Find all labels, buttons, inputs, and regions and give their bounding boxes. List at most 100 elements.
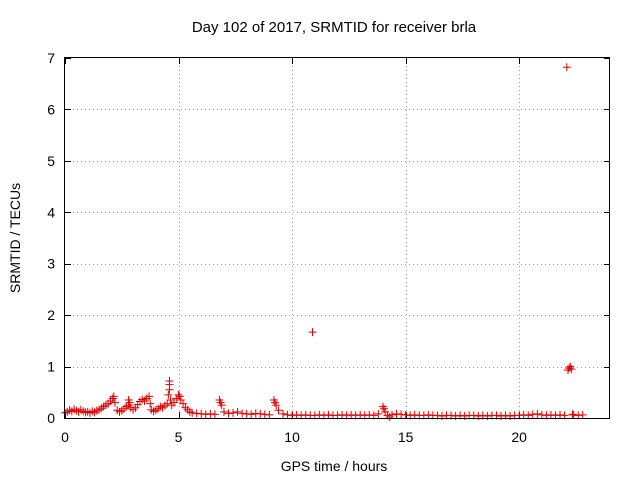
data-point — [562, 63, 571, 72]
data-point — [519, 410, 528, 419]
data-point — [338, 410, 347, 419]
data-point — [151, 406, 160, 415]
data-point — [164, 390, 173, 399]
data-point — [83, 407, 92, 416]
y-tick-label: 3 — [47, 256, 55, 272]
data-point — [578, 410, 587, 419]
data-point — [175, 392, 184, 401]
data-point — [279, 409, 287, 418]
data-point — [356, 410, 365, 419]
data-point — [238, 409, 247, 418]
data-point — [147, 405, 156, 414]
data-point — [256, 409, 265, 418]
data-point — [79, 407, 88, 416]
data-point — [224, 409, 233, 418]
y-tick-label: 4 — [47, 204, 55, 220]
x-tick-label: 10 — [284, 429, 300, 445]
chart-title: Day 102 of 2017, SRMTID for receiver brl… — [192, 19, 477, 36]
data-point — [251, 409, 260, 418]
data-point — [163, 399, 172, 408]
data-point — [88, 407, 97, 416]
plot-frame — [64, 57, 610, 419]
data-point — [165, 376, 174, 385]
data-point — [392, 409, 401, 418]
data-point — [122, 402, 131, 411]
data-point — [315, 410, 324, 419]
data-point — [129, 405, 138, 414]
data-point — [233, 407, 242, 416]
data-point — [176, 396, 185, 404]
grid — [65, 58, 610, 418]
data-point — [185, 407, 194, 416]
data-point — [156, 402, 165, 411]
data-point — [67, 407, 76, 416]
data-point — [174, 390, 183, 399]
data-point — [385, 412, 394, 421]
data-point — [158, 403, 167, 412]
data-point — [72, 406, 81, 415]
data-point — [283, 410, 292, 419]
data-point — [378, 402, 387, 411]
y-tick-label: 0 — [47, 410, 55, 426]
data-point — [219, 407, 228, 416]
x-tick-label: 15 — [398, 429, 414, 445]
data-point — [528, 410, 537, 419]
x-axis-label: GPS time / hours — [281, 458, 388, 474]
data-point — [197, 409, 206, 418]
data-point — [201, 410, 210, 419]
data-point — [85, 408, 94, 417]
x-tick-label: 20 — [511, 429, 527, 445]
data-point — [274, 406, 283, 415]
data-point — [546, 410, 555, 419]
y-tick-labels: 0 1 2 3 4 5 6 7 — [47, 50, 55, 426]
data-point — [206, 409, 215, 418]
data-point — [565, 364, 574, 373]
y-tick-label: 6 — [47, 101, 55, 117]
data-points — [61, 63, 587, 421]
data-point — [113, 406, 122, 415]
data-point — [365, 410, 374, 419]
data-point — [537, 410, 546, 419]
data-point — [308, 328, 317, 337]
data-point — [181, 403, 190, 412]
data-point — [292, 410, 301, 419]
x-tick-label: 0 — [61, 429, 69, 445]
data-point — [272, 401, 281, 410]
y-tick-label: 7 — [47, 50, 55, 66]
x-tick-labels: 0 5 10 15 20 — [61, 429, 527, 445]
data-point — [109, 392, 118, 401]
data-point — [192, 409, 201, 418]
data-point — [388, 410, 396, 419]
data-point — [374, 409, 383, 418]
data-point — [117, 406, 126, 415]
data-point — [410, 410, 419, 419]
data-point — [138, 395, 147, 404]
data-point — [401, 410, 410, 419]
data-point — [210, 410, 219, 419]
data-point — [533, 409, 542, 418]
data-point — [260, 410, 269, 419]
data-point — [179, 399, 188, 408]
data-point — [125, 398, 134, 407]
data-point — [145, 392, 154, 401]
data-point — [217, 401, 226, 410]
data-point — [160, 401, 169, 410]
data-point — [397, 410, 406, 419]
data-point — [170, 398, 178, 407]
data-point — [301, 410, 310, 419]
data-point — [229, 408, 238, 417]
data-point — [247, 410, 256, 419]
y-tick-label: 5 — [47, 153, 55, 169]
data-point — [110, 398, 119, 407]
data-point — [568, 410, 577, 419]
data-point — [569, 410, 578, 419]
data-point — [556, 410, 565, 419]
y-tick-label: 2 — [47, 307, 55, 323]
data-point — [347, 410, 356, 419]
x-tick-label: 5 — [175, 429, 183, 445]
data-point — [146, 399, 155, 408]
data-point — [172, 394, 181, 403]
y-tick-label: 1 — [47, 359, 55, 375]
data-point — [265, 410, 274, 419]
